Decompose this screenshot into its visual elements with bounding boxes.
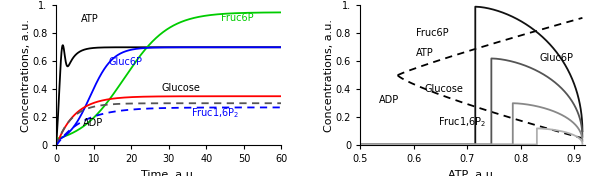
Text: Fruc1,6P$_2$: Fruc1,6P$_2$ [438,116,486,129]
Text: ATP: ATP [416,48,434,58]
Text: Fruc6P: Fruc6P [416,28,449,38]
Text: Glucose: Glucose [424,84,463,94]
X-axis label: ATP, a.u.: ATP, a.u. [448,170,497,176]
Text: Fruc1,6P$_2$: Fruc1,6P$_2$ [191,106,239,120]
Text: ATP: ATP [81,14,99,24]
Y-axis label: Concentrations, a.u.: Concentrations, a.u. [324,19,334,132]
Text: Glucose: Glucose [162,83,200,93]
Text: Gluc6P: Gluc6P [109,57,143,67]
Text: ADP: ADP [379,95,399,105]
X-axis label: Time, a.u.: Time, a.u. [141,170,197,176]
Text: ADP: ADP [83,118,103,128]
Y-axis label: Concentrations, a.u.: Concentrations, a.u. [21,19,31,132]
Text: Fruc6P: Fruc6P [222,13,254,23]
Text: Gluc6P: Gluc6P [539,53,574,63]
